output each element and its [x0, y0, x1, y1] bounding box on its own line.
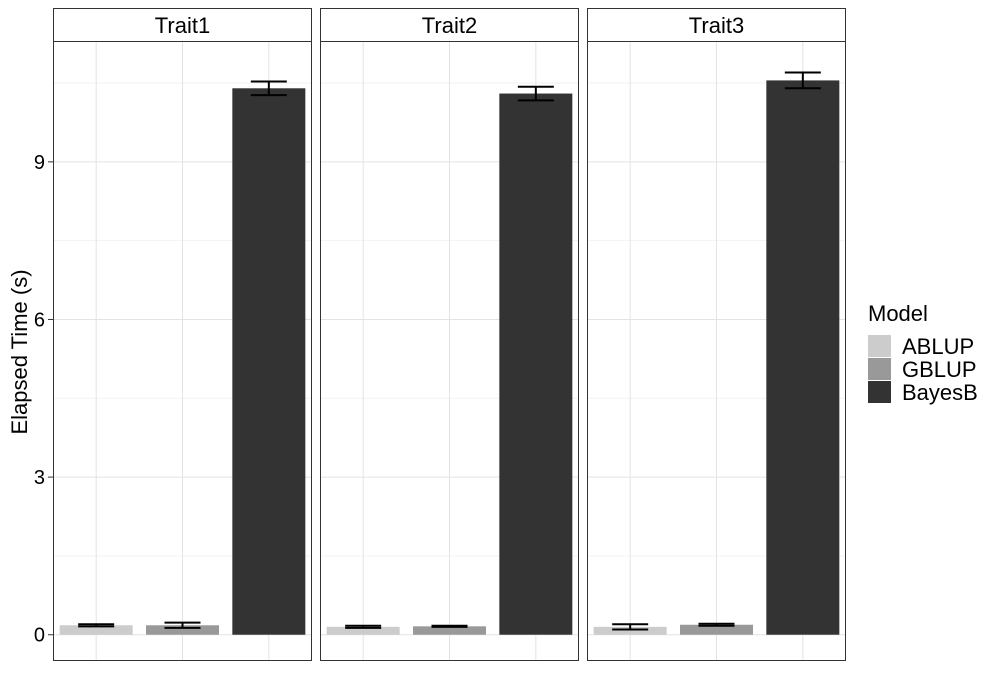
- legend-label: GBLUP: [902, 357, 977, 382]
- bar-gblup: [680, 624, 753, 635]
- legend-item: ABLUP: [868, 334, 974, 359]
- y-tick-label: 9: [34, 152, 45, 174]
- y-tick-label: 6: [34, 309, 45, 331]
- error-bar: [250, 80, 287, 97]
- facet-label: Trait1: [155, 13, 210, 38]
- error-bar: [698, 622, 735, 627]
- facet-panel: Trait2: [320, 8, 579, 661]
- facet-strip: [53, 8, 312, 42]
- legend-title: Model: [868, 301, 928, 326]
- y-tick-label: 3: [34, 467, 45, 489]
- error-bar: [164, 621, 201, 629]
- bar-gblup: [146, 625, 219, 635]
- legend-key: [868, 335, 891, 357]
- y-axis-title: Elapsed Time (s): [7, 269, 32, 434]
- legend-key: [868, 358, 891, 380]
- facet-strip: [587, 8, 846, 42]
- legend-item: GBLUP: [868, 357, 977, 382]
- bar-bayesb: [499, 93, 573, 635]
- bar-ablup: [593, 626, 667, 635]
- error-bar: [517, 85, 554, 102]
- error-bar: [78, 623, 115, 628]
- error-bar: [345, 624, 382, 629]
- facet-panel: Trait1: [53, 8, 312, 661]
- bar-ablup: [59, 625, 133, 635]
- error-bar: [612, 623, 649, 631]
- facet-panel: Trait3: [587, 8, 846, 661]
- y-axis: 0 3 6 9: [34, 152, 53, 647]
- error-bar: [784, 71, 821, 90]
- y-tick-label: 0: [34, 625, 45, 647]
- bar-bayesb: [232, 88, 306, 635]
- error-bar: [431, 624, 468, 628]
- legend-label: BayesB: [902, 380, 978, 405]
- facet-panels: Trait1 Trait2 Trait3: [53, 8, 846, 661]
- facet-label: Trait3: [689, 13, 744, 38]
- legend-key: [868, 381, 891, 403]
- facet-label: Trait2: [422, 13, 477, 38]
- legend-label: ABLUP: [902, 334, 974, 359]
- legend-item: BayesB: [868, 380, 978, 405]
- facet-strip: [320, 8, 579, 42]
- bar-bayesb: [766, 80, 840, 635]
- bar-ablup: [326, 626, 400, 635]
- bar-gblup: [413, 626, 486, 635]
